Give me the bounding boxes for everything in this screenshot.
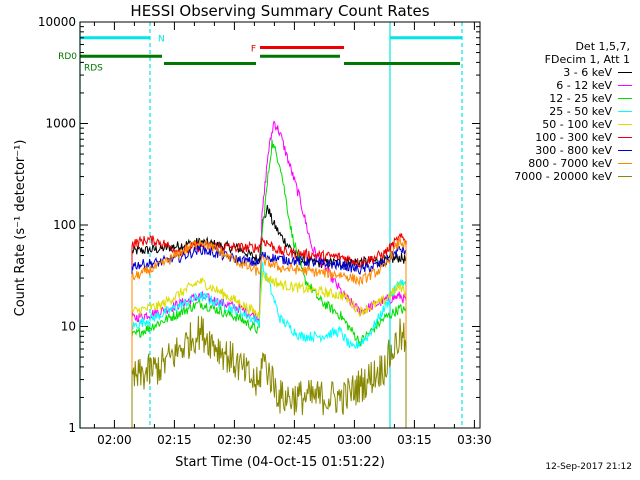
series-line-0 — [131, 204, 407, 428]
x-axis-label: Start Time (04-Oct-15 01:51:22) — [175, 455, 385, 470]
legend-swatch — [618, 150, 632, 151]
legend-entry: 50 - 100 keV — [492, 118, 632, 131]
legend-entry: 800 - 7000 keV — [492, 157, 632, 170]
legend-swatch — [618, 72, 632, 73]
legend-entry: 12 - 25 keV — [492, 92, 632, 105]
flag-label-rds: RDS — [84, 64, 103, 74]
flag-label-f: F — [251, 45, 256, 55]
flag-label-rd0: RD0 — [58, 52, 77, 62]
x-tick-label: 03:15 — [397, 433, 432, 447]
chart-title: HESSI Observing Summary Count Rates — [130, 2, 429, 20]
legend-swatch — [618, 124, 632, 125]
x-tick-label: 03:00 — [337, 433, 372, 447]
legend-entry-label: 6 - 12 keV — [556, 79, 612, 92]
series-line-4 — [131, 270, 407, 428]
series-line-7 — [131, 236, 407, 428]
x-tick-label: 02:15 — [157, 433, 192, 447]
series-lines — [131, 120, 407, 428]
y-tick-label: 1000 — [45, 117, 76, 131]
axes: 02:00 02:15 02:30 02:45 03:00 03:15 03:30 1 10 10… — [38, 15, 492, 447]
legend-entry-label: 25 - 50 keV — [549, 105, 612, 118]
legend-swatch — [618, 137, 632, 138]
y-tick-label: 100 — [53, 218, 76, 232]
legend-entry-label: 7000 - 20000 keV — [514, 170, 612, 183]
series-line-8 — [131, 315, 407, 428]
flag-bars: N F RD0 RDS — [58, 22, 463, 428]
legend-entry: 6 - 12 keV — [492, 79, 632, 92]
y-tick-label: 10 — [61, 320, 76, 334]
legend-entry-label: 300 - 800 keV — [535, 144, 612, 157]
legend: Det 1,5,7, FDecim 1, Att 1 3 - 6 keV 6 - … — [492, 40, 632, 183]
legend-entry: 7000 - 20000 keV — [492, 170, 632, 183]
legend-header-detectors: Det 1,5,7, — [575, 40, 630, 53]
legend-swatch — [618, 111, 632, 112]
legend-swatch — [618, 176, 632, 177]
legend-entry: 100 - 300 keV — [492, 131, 632, 144]
y-tick-label: 10000 — [38, 15, 76, 29]
y-tick-label: 1 — [68, 421, 76, 435]
y-axis-label: Count Rate (s⁻¹ detector⁻¹) — [13, 140, 28, 317]
legend-entry-label: 50 - 100 keV — [542, 118, 612, 131]
legend-swatch — [618, 163, 632, 164]
legend-entry: 3 - 6 keV — [492, 66, 632, 79]
legend-entry-label: 12 - 25 keV — [549, 92, 612, 105]
x-tick-label: 02:00 — [97, 433, 132, 447]
series-line-3 — [131, 260, 407, 428]
legend-entry-label: 800 - 7000 keV — [528, 157, 612, 170]
x-tick-label: 03:30 — [457, 433, 492, 447]
timestamp: 12-Sep-2017 21:12 — [545, 462, 632, 472]
legend-entry-label: 100 - 300 keV — [535, 131, 612, 144]
legend-entry: 25 - 50 keV — [492, 105, 632, 118]
legend-entry: 300 - 800 keV — [492, 144, 632, 157]
series-line-6 — [131, 244, 407, 428]
legend-swatch — [618, 98, 632, 99]
x-tick-label: 02:45 — [277, 433, 312, 447]
x-tick-label: 02:30 — [217, 433, 252, 447]
legend-swatch — [618, 85, 632, 86]
legend-header-config: FDecim 1, Att 1 — [544, 53, 630, 66]
flag-label-n: N — [158, 35, 165, 45]
series-line-2 — [131, 139, 407, 428]
legend-entry-label: 3 - 6 keV — [563, 66, 612, 79]
